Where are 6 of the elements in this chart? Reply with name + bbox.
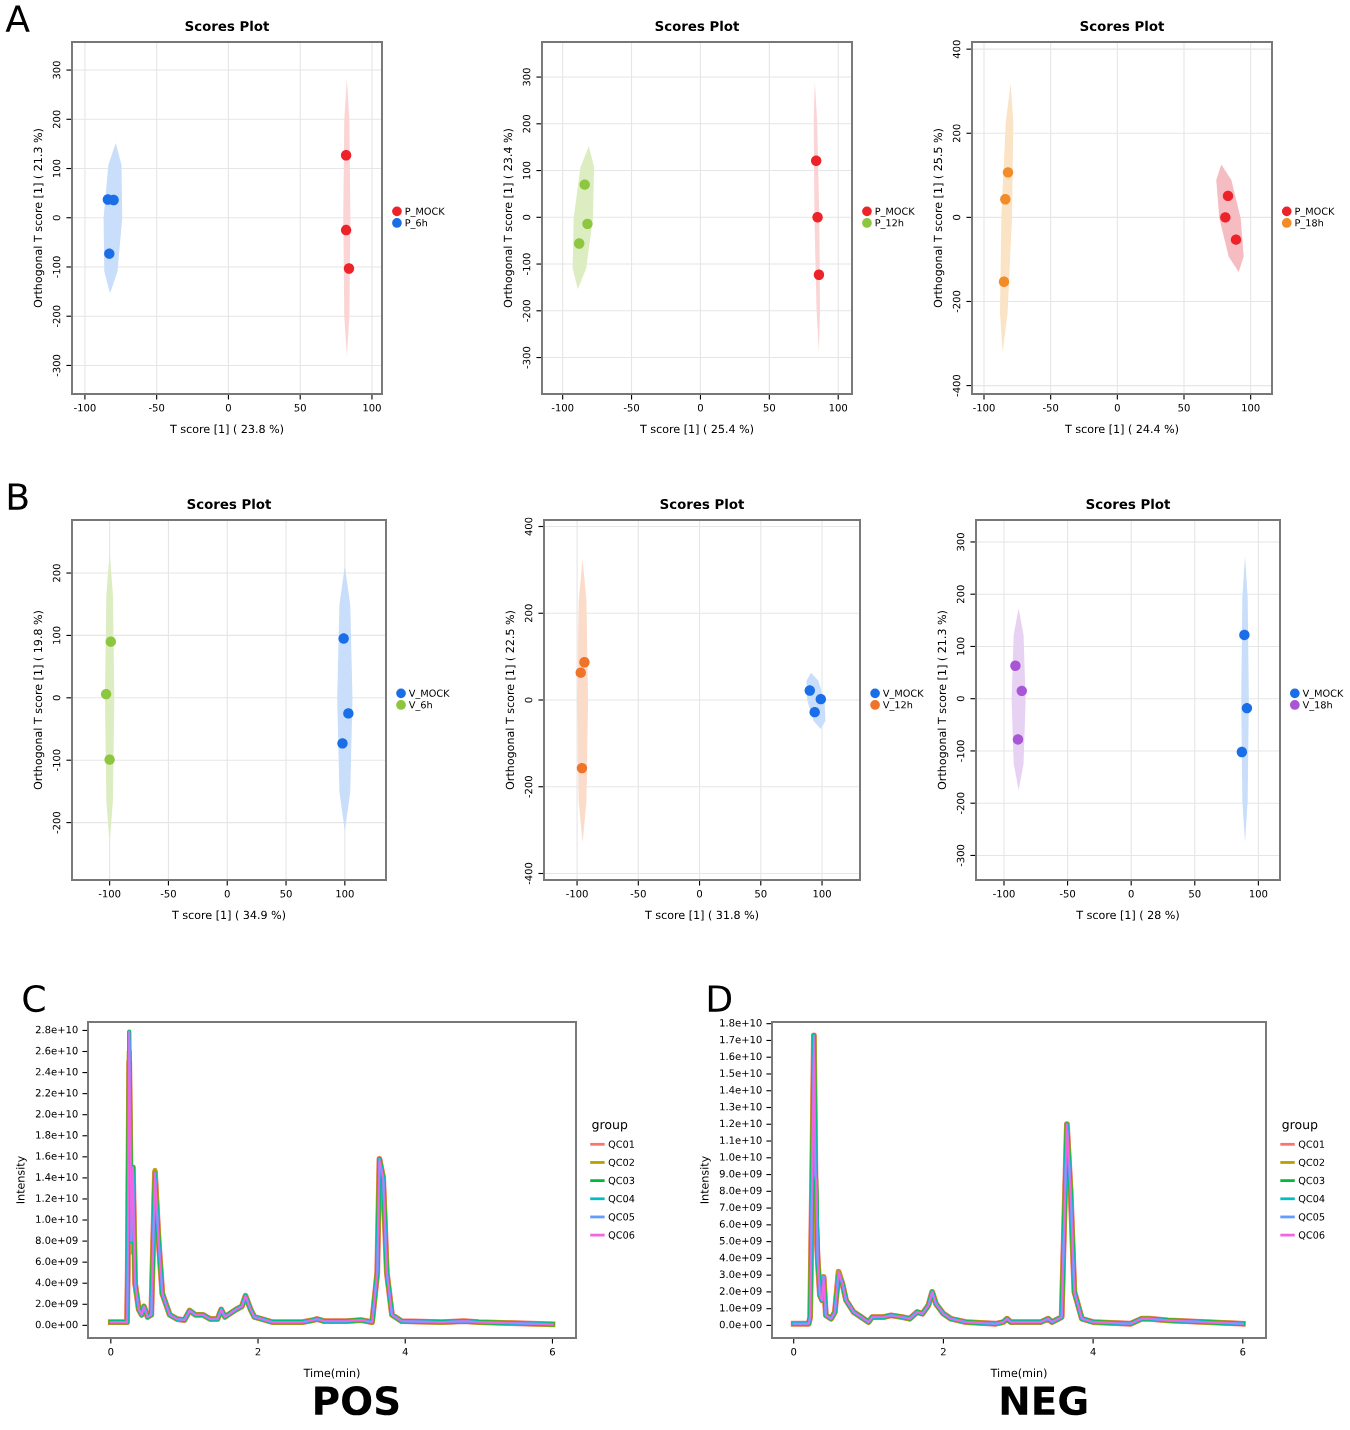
text: D: [708, 985, 732, 1012]
text: C: [23, 984, 45, 1013]
text: POS: [315, 1385, 399, 1416]
text: NEG: [1001, 1385, 1087, 1416]
text: B: [8, 483, 28, 510]
text: A: [5, 5, 30, 32]
